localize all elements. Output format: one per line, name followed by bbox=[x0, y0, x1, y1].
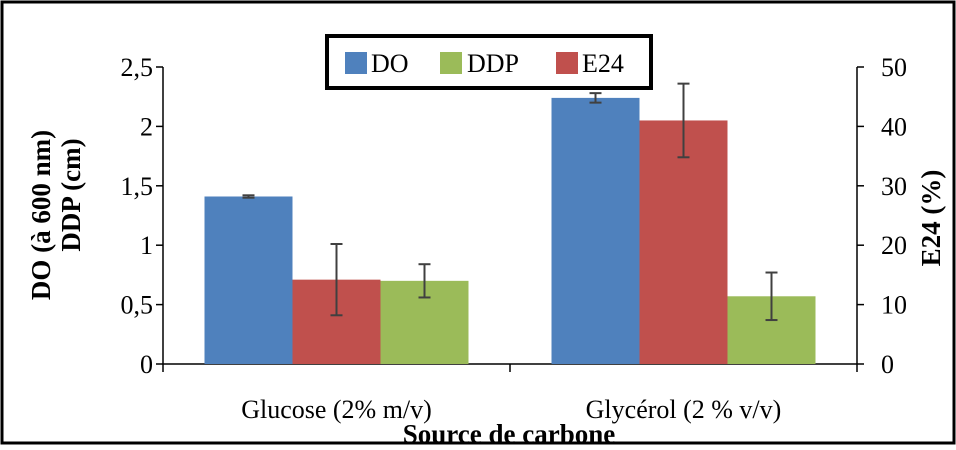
legend: DO DDP E24 bbox=[325, 34, 653, 90]
y-right-tick-label: 50 bbox=[881, 53, 907, 82]
axes-layer: 0 0,5 1 1,5 2 2,5 0 10 20 30 40 50 Glucose (2% m/v) G… bbox=[121, 53, 908, 424]
legend-label-ddp: DDP bbox=[467, 49, 519, 78]
legend-label-e24: E24 bbox=[582, 49, 624, 78]
y-left-tick-label: 0 bbox=[140, 350, 153, 379]
error-bars-layer bbox=[242, 82, 778, 322]
x-tick-label: Glucose (2% m/v) bbox=[241, 395, 432, 424]
y-axis-right-title: E24 (%) bbox=[916, 170, 946, 267]
y-right-tick-label: 30 bbox=[881, 172, 907, 201]
y-left-tick-label: 2 bbox=[140, 112, 153, 141]
legend-swatch-ddp bbox=[440, 52, 462, 74]
bar-do bbox=[204, 196, 293, 364]
y-right-tick-label: 20 bbox=[881, 231, 907, 260]
y-axis-left-title-line1: DO (à 600 nm) bbox=[26, 130, 56, 300]
y-right-tick-label: 40 bbox=[881, 112, 907, 141]
y-left-tick-label: 0,5 bbox=[121, 291, 154, 320]
y-left-tick-label: 1,5 bbox=[121, 172, 154, 201]
legend-swatch-e24 bbox=[556, 52, 578, 74]
legend-box bbox=[325, 34, 653, 90]
x-tick-label: Glycérol (2 % v/v) bbox=[586, 395, 782, 424]
y-axis-left-title-line2: DDP (cm) bbox=[56, 138, 86, 251]
y-right-tick-label: 10 bbox=[881, 291, 907, 320]
legend-swatch-do bbox=[345, 52, 367, 74]
y-left-tick-label: 1 bbox=[140, 231, 153, 260]
legend-label-do: DO bbox=[371, 49, 409, 78]
bars-layer bbox=[204, 97, 816, 365]
bar-do bbox=[551, 97, 640, 364]
y-left-tick-label: 2,5 bbox=[121, 53, 154, 82]
y-right-tick-label: 0 bbox=[881, 350, 894, 379]
x-axis-title: Source de carbone bbox=[403, 419, 615, 445]
bar-e24 bbox=[639, 120, 728, 365]
